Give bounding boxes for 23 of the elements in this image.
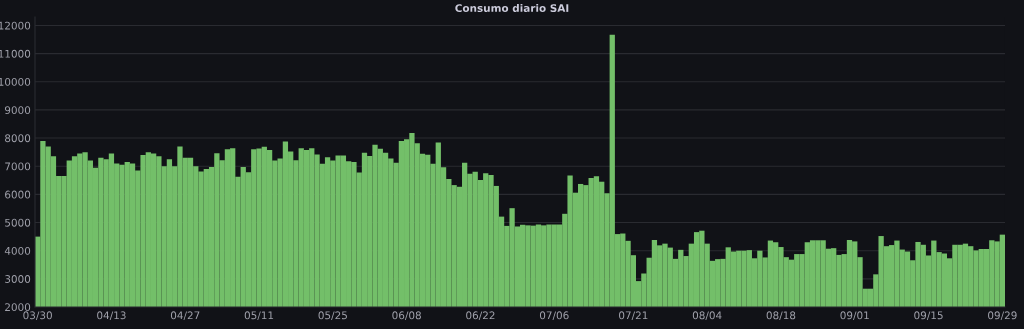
x-tick-label: 06/22 [466,311,495,321]
x-tick-label: 07/06 [539,311,569,321]
x-tick-label: 07/21 [619,311,648,321]
x-tick-label: 08/04 [692,311,722,321]
y-tick-label: 9000 [4,106,31,115]
y-tick-label: 8000 [5,134,31,143]
x-tick-label: 09/15 [914,311,943,321]
chart-title: Consumo diario SAI [455,3,569,13]
x-tick-label: 05/11 [244,311,274,321]
x-tick-label: 06/08 [392,311,421,321]
y-tick-label: 2000 [5,303,31,312]
y-tick-label: 6000 [5,190,31,199]
x-tick-label: 09/29 [988,311,1017,321]
y-tick-label: 4000 [4,246,31,255]
x-tick-label: 05/25 [318,311,347,321]
x-tick-label: 08/18 [766,311,796,321]
y-tick-label: 7000 [5,162,31,171]
y-tick-label: 3000 [5,275,31,283]
x-tick-label: 09/01 [840,311,869,321]
x-tick-label: 04/13 [97,311,126,321]
y-tick-label: 5000 [5,218,31,227]
x-tick-label: 03/30 [23,311,52,321]
x-tick-label: 04/27 [170,311,200,321]
